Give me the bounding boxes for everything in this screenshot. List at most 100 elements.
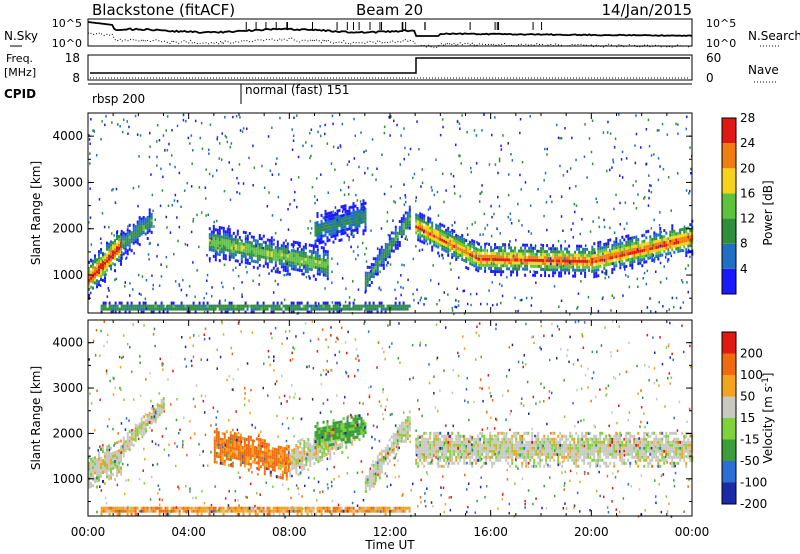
heatmap-cell bbox=[651, 258, 654, 262]
heatmap-cell bbox=[332, 424, 335, 428]
heatmap-cell bbox=[156, 307, 159, 311]
heatmap-cell bbox=[271, 468, 274, 472]
heatmap-cell bbox=[215, 436, 218, 440]
heatmap-cell bbox=[222, 307, 225, 311]
noise-speck bbox=[152, 209, 154, 213]
heatmap-cell bbox=[384, 246, 387, 249]
heatmap-cell bbox=[210, 245, 213, 249]
heatmap-cell bbox=[368, 487, 371, 491]
noise-speck bbox=[606, 169, 608, 173]
heatmap-cell bbox=[398, 424, 401, 428]
noise-speck bbox=[475, 292, 478, 296]
heatmap-cell bbox=[231, 452, 234, 456]
noise-speck bbox=[117, 248, 119, 252]
heatmap-cell bbox=[166, 310, 169, 314]
noise-speck bbox=[441, 118, 444, 121]
noise-speck bbox=[393, 119, 395, 123]
heatmap-cell bbox=[603, 251, 606, 255]
heatmap-cell bbox=[312, 244, 315, 248]
heatmap-cell bbox=[617, 245, 620, 249]
heatmap-cell bbox=[328, 307, 331, 311]
heatmap-cell bbox=[118, 440, 120, 444]
y-tick-label: 4000 bbox=[52, 129, 83, 143]
heatmap-cell bbox=[480, 245, 483, 249]
heatmap-cell bbox=[222, 226, 225, 230]
heatmap-cell bbox=[292, 267, 295, 271]
noise-speck bbox=[198, 245, 200, 249]
heatmap-cell bbox=[655, 252, 658, 255]
heatmap-cell bbox=[218, 235, 221, 239]
heatmap-cell bbox=[603, 266, 606, 270]
heatmap-cell bbox=[234, 235, 237, 239]
heatmap-cell bbox=[134, 423, 137, 427]
heatmap-cell bbox=[516, 261, 519, 265]
heatmap-cell bbox=[380, 464, 383, 468]
heatmap-cell bbox=[350, 430, 353, 434]
heatmap-cell bbox=[348, 301, 351, 305]
heatmap-cell bbox=[669, 242, 672, 246]
heatmap-cell bbox=[372, 472, 375, 476]
heatmap-cell bbox=[94, 471, 96, 475]
heatmap-cell bbox=[423, 220, 426, 224]
heatmap-cell bbox=[252, 310, 255, 314]
freq-trace bbox=[90, 57, 690, 74]
heatmap-cell bbox=[104, 279, 106, 283]
heatmap-cell bbox=[88, 464, 90, 468]
heatmap-cell bbox=[435, 226, 438, 230]
heatmap-cell bbox=[114, 304, 117, 308]
heatmap-cell bbox=[306, 267, 309, 271]
heatmap-cell bbox=[316, 272, 319, 276]
heatmap-cell bbox=[227, 457, 230, 461]
heatmap-cell bbox=[94, 266, 96, 270]
heatmap-cell bbox=[330, 428, 333, 432]
heatmap-cell bbox=[114, 466, 116, 469]
heatmap-cell bbox=[314, 301, 317, 305]
heatmap-cell bbox=[240, 307, 243, 311]
noise-speck bbox=[416, 120, 418, 123]
heatmap-cell bbox=[92, 268, 94, 272]
heatmap-cell bbox=[392, 450, 395, 454]
noise-speck bbox=[580, 280, 582, 283]
heatmap-cell bbox=[320, 427, 323, 430]
heatmap-cell bbox=[480, 257, 483, 261]
heatmap-cell bbox=[94, 254, 96, 258]
heatmap-cell bbox=[258, 249, 261, 252]
heatmap-cell bbox=[435, 229, 438, 233]
heatmap-cell bbox=[372, 307, 375, 311]
heatmap-cell bbox=[324, 273, 327, 277]
heatmap-cell bbox=[229, 455, 232, 459]
noise-speck bbox=[405, 200, 407, 204]
noise-speck bbox=[326, 142, 329, 145]
heatmap-cell bbox=[110, 246, 112, 250]
heatmap-cell bbox=[358, 417, 361, 421]
heatmap-cell bbox=[447, 241, 450, 245]
noise-speck bbox=[348, 296, 351, 299]
heatmap-cell bbox=[277, 448, 280, 452]
heatmap-cell bbox=[540, 256, 543, 259]
heatmap-cell bbox=[336, 304, 339, 308]
noise-speck bbox=[586, 176, 588, 179]
heatmap-cell bbox=[286, 266, 289, 270]
heatmap-cell bbox=[286, 304, 289, 308]
heatmap-cell bbox=[449, 242, 452, 246]
heatmap-cell bbox=[671, 224, 674, 228]
noise-speck bbox=[224, 134, 227, 138]
heatmap-cell bbox=[580, 259, 583, 263]
heatmap-cell bbox=[331, 438, 334, 441]
heatmap-cell bbox=[188, 307, 191, 311]
heatmap-cell bbox=[146, 417, 149, 420]
heatmap-cell bbox=[429, 443, 432, 447]
heatmap-cell bbox=[645, 236, 648, 240]
heatmap-cell bbox=[336, 215, 339, 219]
heatmap-cell bbox=[679, 243, 682, 247]
noise-speck bbox=[287, 208, 289, 211]
noise-speck bbox=[604, 276, 606, 280]
heatmap-cell bbox=[378, 304, 381, 308]
noise-speck bbox=[393, 200, 395, 203]
noise-speck bbox=[682, 249, 685, 253]
noise-speck bbox=[613, 231, 616, 234]
heatmap-cell bbox=[362, 232, 365, 236]
heatmap-cell bbox=[330, 232, 333, 236]
heatmap-cell bbox=[140, 417, 143, 421]
heatmap-cell bbox=[346, 227, 349, 231]
